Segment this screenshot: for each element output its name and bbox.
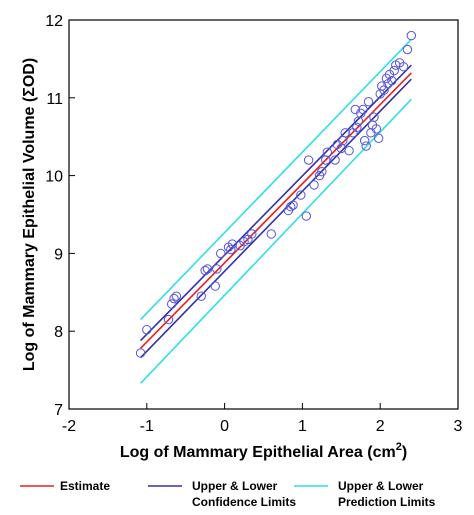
legend-label: Estimate	[60, 479, 110, 493]
data-point	[200, 265, 210, 276]
data-point	[303, 155, 314, 165]
data-point	[406, 30, 417, 41]
data-point	[210, 281, 220, 291]
x-tick-label: -2	[62, 418, 76, 435]
data-point	[216, 248, 226, 259]
y-tick-label: 12	[45, 13, 63, 30]
data-point	[398, 61, 409, 72]
y-tick-label: 10	[45, 169, 63, 186]
legend-label: Confidence Limits	[192, 495, 296, 509]
x-tick-label: -1	[140, 418, 154, 435]
data-point	[135, 348, 146, 358]
data-point	[352, 122, 362, 133]
data-point	[212, 264, 222, 274]
data-point	[286, 202, 296, 212]
x-axis-title: Log of Mammary Epithelial Area (cm2)	[120, 441, 407, 461]
data-point	[389, 65, 399, 76]
confidence-line	[140, 78, 412, 359]
legend-label: Upper & Lower	[338, 479, 424, 493]
data-point	[142, 324, 152, 335]
data-point	[369, 112, 379, 122]
data-point	[317, 167, 327, 177]
x-tick-label: 3	[454, 418, 463, 435]
data-point	[340, 128, 350, 138]
data-point	[266, 229, 276, 239]
data-point	[301, 211, 311, 221]
data-point	[330, 155, 340, 165]
data-point	[247, 229, 257, 239]
data-point	[163, 314, 174, 325]
data-point	[169, 293, 179, 304]
legend-item-confidence: Upper & Lower Confidence Limits	[148, 479, 296, 509]
x-axis-title-close: )	[402, 444, 407, 461]
confidence-line	[140, 64, 412, 342]
legend-item-prediction: Upper & Lower Prediction Limits	[294, 479, 436, 509]
data-point	[344, 146, 354, 156]
x-axis-title-main: Log of Mammary Epithelial Area (cm	[120, 444, 396, 461]
data-point	[373, 133, 384, 143]
data-point	[196, 291, 206, 301]
data-point	[171, 291, 182, 301]
y-tick-label: 8	[54, 324, 63, 341]
data-point	[202, 264, 213, 274]
estimate-line	[140, 72, 412, 349]
data-point	[371, 124, 382, 134]
y-tick-label: 7	[54, 402, 63, 419]
data-point	[296, 190, 306, 200]
y-axis-title: Log of Mammary Epithelial Volume (ΣOD)	[21, 58, 38, 371]
data-point	[402, 44, 413, 55]
data-point	[387, 75, 397, 86]
prediction-line	[139, 98, 412, 384]
data-point	[322, 147, 332, 157]
data-point	[309, 180, 319, 190]
data-point	[363, 96, 374, 107]
legend-label: Upper & Lower	[192, 479, 278, 493]
legend-item-estimate: Estimate	[20, 479, 110, 493]
series-lines	[139, 38, 412, 384]
x-tick-label: 2	[376, 418, 385, 435]
data-point	[166, 299, 177, 309]
data-point	[226, 244, 236, 255]
plot-frame	[68, 19, 459, 410]
y-tick-label: 11	[46, 91, 63, 108]
x-tick-label: 0	[220, 418, 229, 435]
legend-label: Prediction Limits	[338, 495, 436, 509]
data-points	[135, 30, 417, 358]
y-tick-label: 9	[54, 246, 63, 263]
data-point	[288, 200, 298, 210]
prediction-line	[140, 38, 412, 321]
data-point	[361, 141, 371, 151]
x-axis-title-superscript: 2	[396, 441, 402, 453]
data-point	[359, 135, 370, 146]
data-point	[358, 104, 368, 115]
x-tick-label: 1	[298, 418, 307, 435]
